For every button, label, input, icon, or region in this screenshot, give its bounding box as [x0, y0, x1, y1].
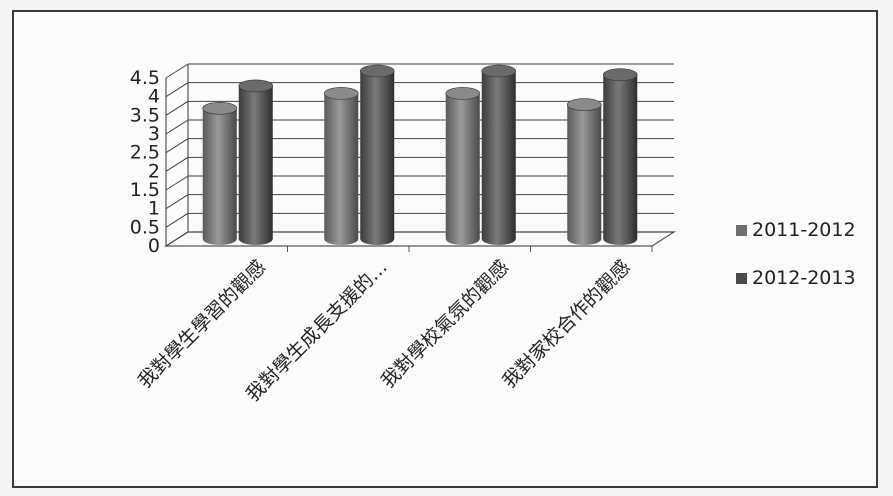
y-tick-label: 0.5: [130, 216, 160, 238]
gridline-side: [165, 138, 189, 154]
gridline-side: [165, 194, 189, 210]
bar-body: [603, 74, 638, 239]
bar-top: [202, 102, 238, 115]
bar-top: [359, 64, 395, 78]
bar: [481, 64, 517, 245]
bar: [359, 64, 395, 245]
y-tick-label: 2.5: [130, 142, 160, 164]
bar-body: [238, 85, 273, 239]
bar-top: [323, 87, 359, 100]
gridline-side: [165, 82, 189, 98]
bar-top: [238, 79, 274, 93]
gridline-side: [165, 156, 189, 172]
y-tick-label: 0: [148, 235, 160, 257]
bars: [202, 64, 638, 245]
gridline-side: [165, 100, 189, 116]
bar: [238, 79, 274, 245]
legend: 2011-2012 2012-2013: [736, 219, 856, 289]
bar-top: [602, 68, 638, 82]
category-label: 我對家校合作的觀感: [498, 256, 634, 392]
bar-body: [202, 108, 237, 239]
bar: [323, 87, 359, 245]
bar: [602, 68, 638, 245]
chart-frame: 0 0.5 1 1.5 2 2.5 3 3.5 4 4.5 我對學生學習的觀感 我對學生成長支援的……: [12, 10, 878, 488]
bar-body: [481, 71, 516, 239]
gridline-side: [165, 231, 189, 247]
category-label: 我對學生學習的觀感: [134, 256, 270, 392]
category-label: 我對學生成長支援的…: [242, 256, 392, 406]
category-label: 我對學校氣氛的觀感: [377, 256, 513, 392]
bar-top: [481, 64, 517, 78]
legend-label: 2012-2013: [752, 267, 856, 289]
y-tick-label: 3.5: [130, 104, 160, 126]
legend-swatch: [736, 273, 747, 284]
bar: [202, 102, 238, 245]
gridline-side: [165, 63, 189, 79]
bar-body: [360, 71, 395, 239]
bar-chart: 00.511.522.533.544.5 我對學生學習的觀感我對學生成長支援的……: [130, 63, 856, 406]
legend-swatch: [736, 225, 747, 236]
y-tick-label: 1: [148, 198, 160, 220]
y-tick-label: 3: [148, 123, 160, 145]
bar: [566, 98, 602, 245]
gridline-side: [165, 119, 189, 135]
bar: [445, 87, 481, 245]
y-tick-labels: 00.511.522.533.544.5: [130, 67, 160, 257]
bar-top: [566, 98, 602, 111]
y-tick-label: 4: [148, 86, 160, 108]
legend-label: 2011-2012: [752, 219, 856, 241]
bar-body: [567, 104, 602, 239]
y-tick-label: 2: [148, 160, 160, 182]
gridline-side: [165, 212, 189, 228]
bar-body: [445, 93, 480, 240]
y-tick-label: 4.5: [130, 67, 160, 89]
bar-top: [445, 87, 481, 100]
gridline-side: [165, 175, 189, 191]
y-tick-label: 1.5: [130, 179, 160, 201]
bar-body: [324, 93, 359, 240]
